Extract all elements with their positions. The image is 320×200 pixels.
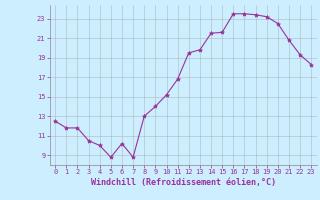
X-axis label: Windchill (Refroidissement éolien,°C): Windchill (Refroidissement éolien,°C) xyxy=(91,178,276,187)
